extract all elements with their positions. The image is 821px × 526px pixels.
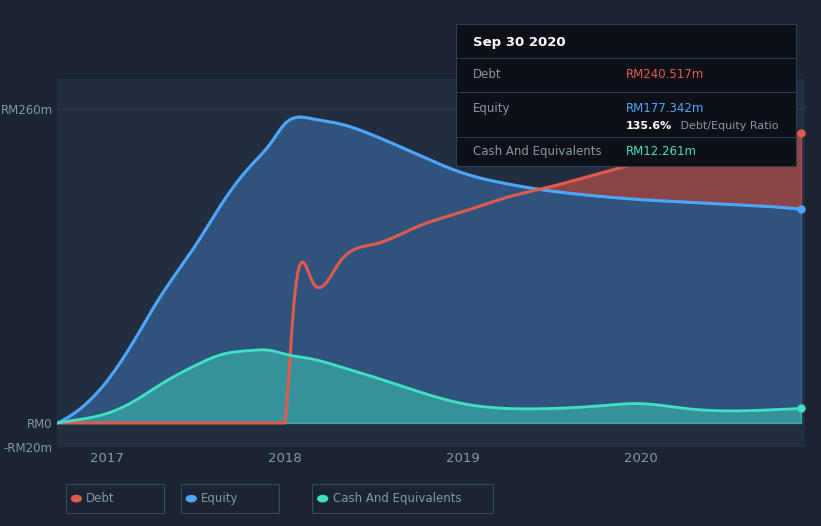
Text: Equity: Equity	[201, 492, 239, 505]
Text: RM12.261m: RM12.261m	[626, 145, 697, 158]
Text: Cash And Equivalents: Cash And Equivalents	[473, 145, 601, 158]
Text: RM177.342m: RM177.342m	[626, 103, 704, 115]
Text: Equity: Equity	[473, 103, 510, 115]
Text: Debt: Debt	[86, 492, 115, 505]
Text: RM240.517m: RM240.517m	[626, 68, 704, 82]
Text: Debt/Equity Ratio: Debt/Equity Ratio	[677, 121, 778, 131]
Text: 135.6%: 135.6%	[626, 121, 672, 131]
Text: Cash And Equivalents: Cash And Equivalents	[333, 492, 461, 505]
Text: Debt: Debt	[473, 68, 502, 82]
Text: Sep 30 2020: Sep 30 2020	[473, 36, 566, 49]
